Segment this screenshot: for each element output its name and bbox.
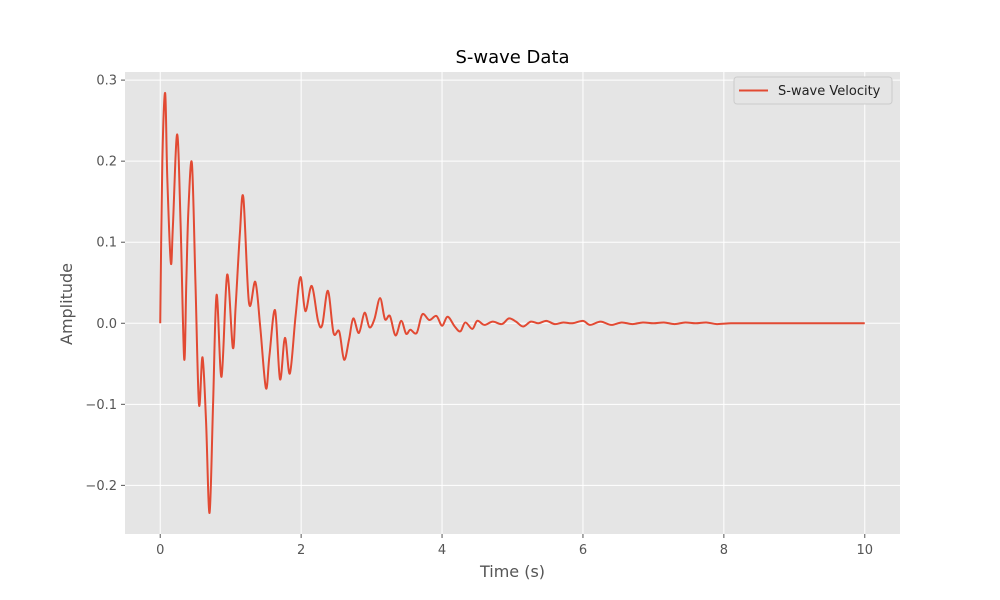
legend-label: S-wave Velocity [778,84,881,99]
y-tick-label: 0.2 [96,155,117,170]
series-line-0 [159,92,865,514]
y-tick-label: −0.2 [85,479,117,494]
series-layer [159,92,865,514]
chart-title: S-wave Data [455,47,569,68]
x-tick-label: 8 [720,543,728,558]
y-tick-label: −0.1 [85,398,117,413]
legend-box [733,76,893,105]
x-tick-label: 6 [579,543,587,558]
y-tick-label: 0.1 [96,236,117,251]
grid [125,72,900,534]
ticks: 0 2 4 6 8 10 −0.2 −0.1 0.0 0.1 0.2 0.3 [85,74,873,558]
y-axis-label: Amplitude [57,263,76,345]
x-axis-label: Time (s) [479,562,545,581]
y-tick-label: 0.0 [96,317,117,332]
y-tick-label: 0.3 [96,74,117,89]
plot-area [125,72,900,534]
x-tick-label: 2 [297,543,305,558]
x-tick-label: 10 [856,543,873,558]
x-tick-label: 0 [156,543,164,558]
x-tick-label: 4 [438,543,446,558]
legend: S-wave Velocity [733,76,893,105]
